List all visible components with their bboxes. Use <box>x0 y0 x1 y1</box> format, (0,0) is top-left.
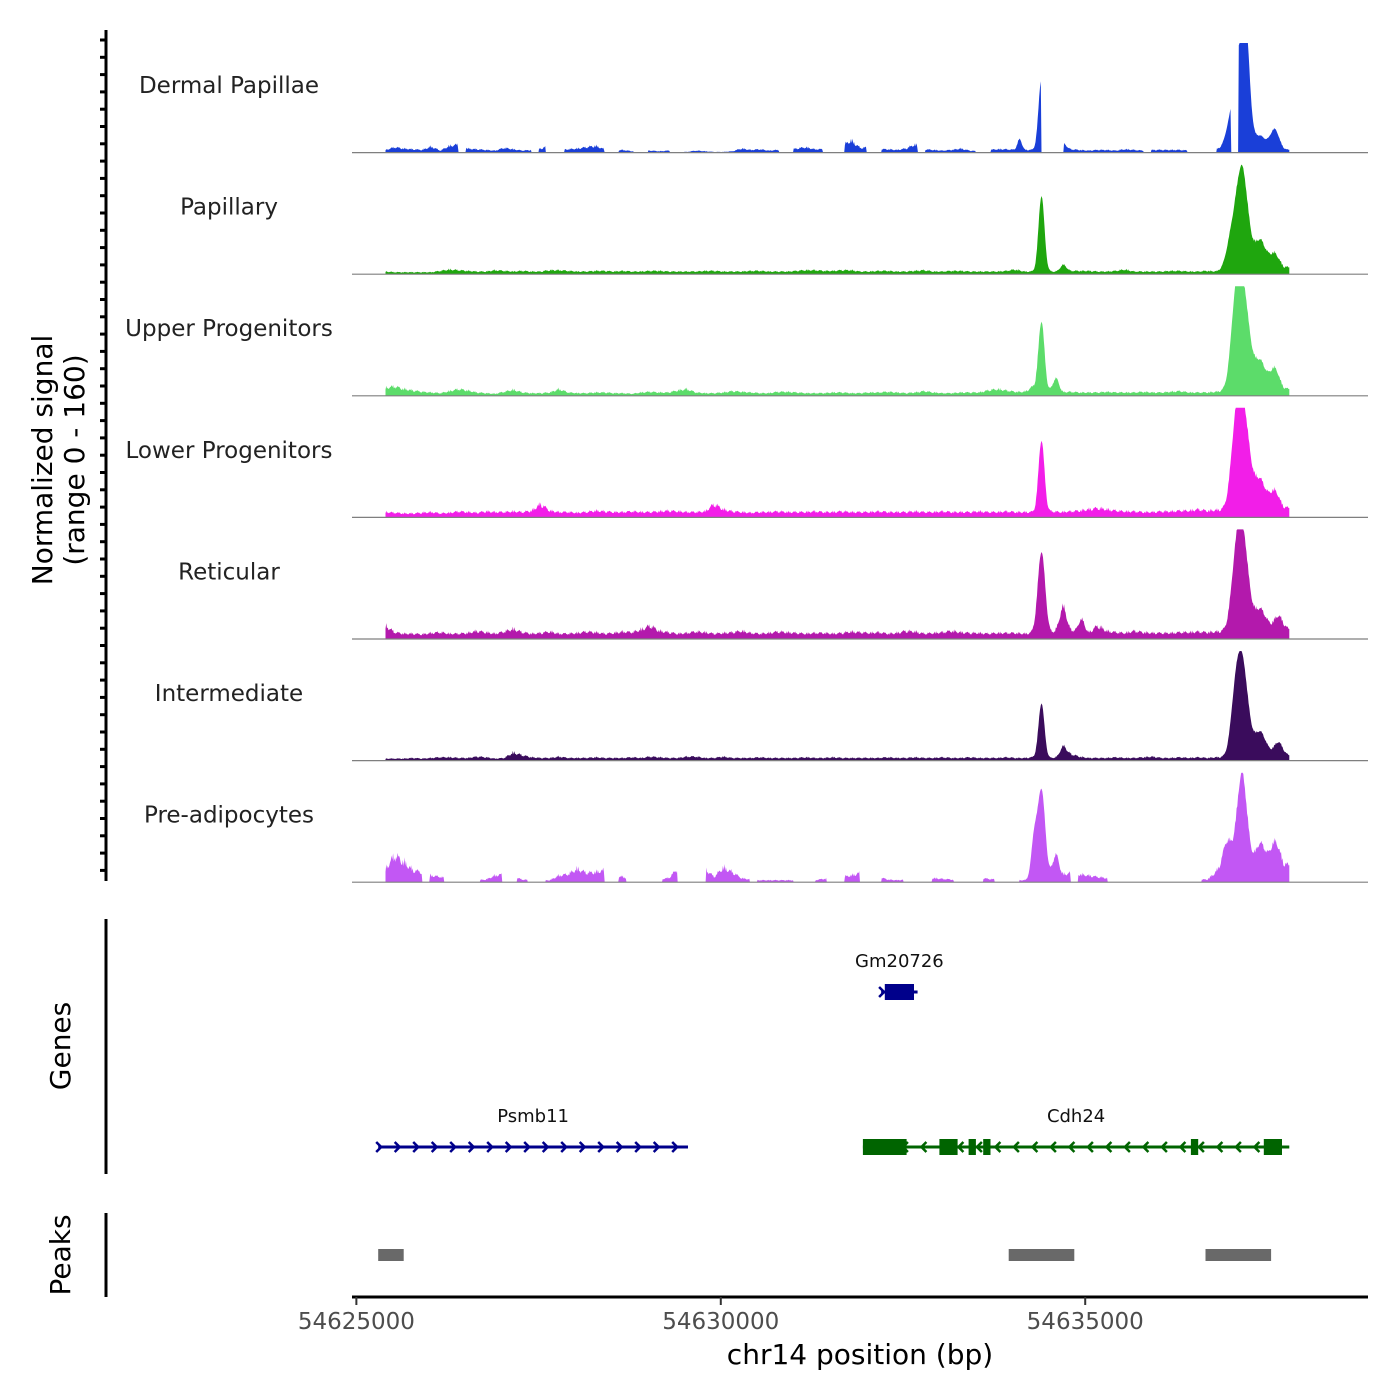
strand-arrow-icon <box>541 1141 550 1153</box>
strand-arrow-icon <box>1104 1141 1113 1153</box>
coverage-area <box>385 164 1290 275</box>
strand-arrow-icon <box>1197 1141 1205 1153</box>
coverage-area <box>385 651 1290 761</box>
track-0: Dermal Papillae <box>139 43 1368 154</box>
strand-arrow-icon <box>375 1141 383 1153</box>
exon <box>1190 1139 1199 1155</box>
strand-arrow-icon <box>1178 1141 1187 1153</box>
strand-arrow-icon <box>486 1141 494 1153</box>
track-1: Papillary <box>180 164 1368 275</box>
strand-arrow-icon <box>412 1141 420 1153</box>
gene-2: Cdh24 <box>862 1106 1290 1155</box>
strand-arrow-icon <box>1049 1141 1057 1153</box>
y-axis-title: Normalized signal <box>26 335 59 586</box>
strand-arrow-icon <box>1215 1141 1224 1153</box>
gene-0: Gm20726 <box>855 951 944 1000</box>
coverage-area <box>385 772 1290 883</box>
gene-label: Gm20726 <box>855 951 944 972</box>
x-axis-title: chr14 position (bp) <box>727 1338 993 1371</box>
x-axis-ticks: 54625000 54630000 54635000 <box>298 1297 1144 1335</box>
gene-label: Cdh24 <box>1047 1106 1105 1127</box>
strand-arrow-icon <box>1234 1141 1242 1153</box>
strand-arrow-icon <box>597 1141 605 1153</box>
track-label: Pre-adipocytes <box>144 803 314 829</box>
exon <box>968 1139 976 1155</box>
coverage-area <box>385 43 1290 153</box>
strand-arrow-icon <box>919 1141 928 1153</box>
exon <box>884 984 914 1000</box>
strand-arrow-icon <box>993 1141 1002 1153</box>
strand-arrow-icon <box>878 986 886 998</box>
exon <box>862 1139 907 1155</box>
gene-label: Psmb11 <box>497 1106 569 1127</box>
strand-arrow-icon <box>975 1141 983 1153</box>
track-label: Lower Progenitors <box>126 438 333 464</box>
track-label: Reticular <box>178 559 280 585</box>
strand-arrow-icon <box>560 1141 568 1153</box>
strand-arrow-icon <box>578 1141 587 1153</box>
gene-1: Psmb11 <box>375 1106 688 1153</box>
track-label: Dermal Papillae <box>139 73 319 99</box>
peak-region-0 <box>378 1249 404 1261</box>
gene-annotation-track: Gm20726 Psmb11 Cdh24 <box>375 951 1290 1155</box>
x-tick-label: 54635000 <box>1027 1309 1144 1335</box>
coverage-area <box>385 529 1290 639</box>
coverage-area <box>385 286 1290 396</box>
exon <box>1263 1139 1282 1155</box>
strand-arrow-icon <box>504 1141 513 1153</box>
signal-y-axis <box>100 30 108 881</box>
peak-region-1 <box>1008 1249 1075 1261</box>
strand-arrow-icon <box>449 1141 457 1153</box>
strand-arrow-icon <box>1141 1141 1150 1153</box>
peak-region-2 <box>1205 1249 1272 1261</box>
strand-arrow-icon <box>1160 1141 1168 1153</box>
track-label: Papillary <box>180 195 278 221</box>
y-axis-subtitle: (range 0 - 160) <box>58 354 91 565</box>
x-tick-label: 54625000 <box>298 1309 415 1335</box>
x-tick-label: 54630000 <box>662 1309 779 1335</box>
strand-arrow-icon <box>1123 1141 1131 1153</box>
exon <box>983 1139 991 1155</box>
coverage-tracks: Dermal Papillae Papillary Upper Progenitor… <box>125 43 1368 883</box>
genes-axis-title: Genes <box>44 1002 77 1090</box>
strand-arrow-icon <box>652 1141 661 1153</box>
strand-arrow-icon <box>393 1141 402 1153</box>
peaks-track <box>378 1249 1272 1261</box>
strand-arrow-icon <box>634 1141 642 1153</box>
strand-arrow-icon <box>430 1141 439 1153</box>
peaks-axis-title: Peaks <box>44 1214 77 1295</box>
strand-arrow-icon <box>467 1141 476 1153</box>
track-label: Upper Progenitors <box>125 316 333 342</box>
strand-arrow-icon <box>615 1141 624 1153</box>
track-3: Lower Progenitors <box>126 407 1368 519</box>
strand-arrow-icon <box>1086 1141 1094 1153</box>
track-label: Intermediate <box>155 681 303 707</box>
strand-arrow-icon <box>1252 1141 1261 1153</box>
track-5: Intermediate <box>155 651 1368 762</box>
exon <box>939 1139 958 1155</box>
strand-arrow-icon <box>1030 1141 1039 1153</box>
track-2: Upper Progenitors <box>125 286 1368 397</box>
strand-arrow-icon <box>1067 1141 1076 1153</box>
track-6: Pre-adipocytes <box>144 772 1368 883</box>
strand-arrow-icon <box>671 1141 679 1153</box>
strand-arrow-icon <box>1012 1141 1020 1153</box>
track-4: Reticular <box>178 529 1368 640</box>
strand-arrow-icon <box>523 1141 531 1153</box>
strand-arrow-icon <box>956 1141 965 1153</box>
coverage-area <box>385 407 1290 518</box>
